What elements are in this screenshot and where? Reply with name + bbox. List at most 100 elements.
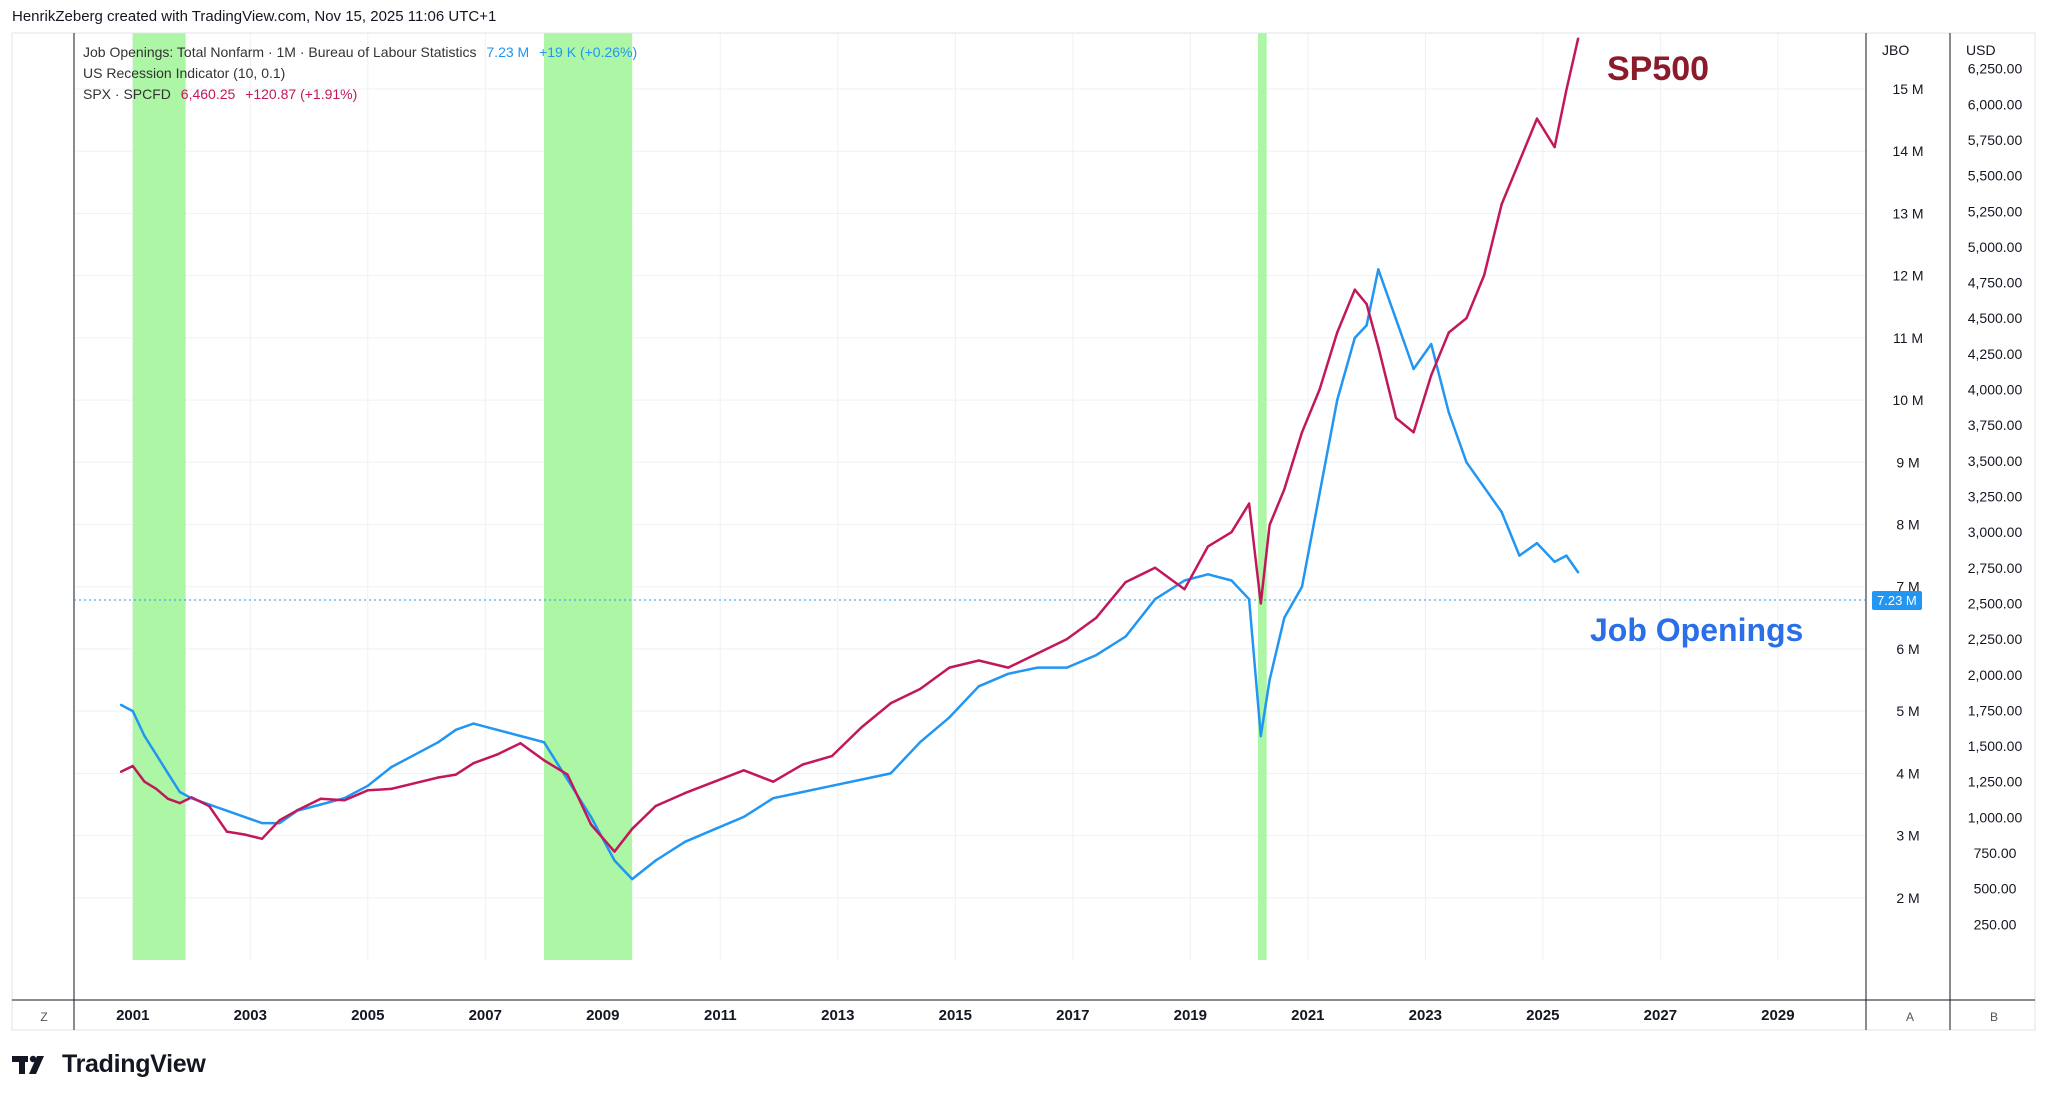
jbo-tick-label: 2 M — [1896, 890, 1919, 906]
job-openings-point — [1268, 678, 1271, 682]
job-openings-point — [1259, 734, 1263, 738]
spx-point — [1553, 145, 1556, 149]
usd-tick-label: 5,750.00 — [1968, 132, 2023, 148]
spx-point — [771, 780, 775, 783]
spx-point — [830, 754, 834, 758]
job-openings-point — [1447, 411, 1451, 414]
job-openings-point — [1500, 510, 1503, 514]
jbo-tick-label: 11 M — [1893, 330, 1923, 346]
timezone-button[interactable]: Z — [40, 1010, 48, 1024]
job-openings-point — [1153, 597, 1157, 601]
job-openings-point — [278, 821, 281, 825]
x-tick-label: 2019 — [1174, 1007, 1207, 1024]
spx-point — [1036, 652, 1039, 655]
jbo-tick-label: 10 M — [1892, 392, 1923, 408]
job-openings-point — [1565, 554, 1568, 557]
spx-point — [178, 801, 181, 805]
jbo-tick-label: 15 M — [1892, 81, 1923, 97]
job-openings-point — [1482, 485, 1486, 489]
jbo-tick-label: 12 M — [1892, 268, 1923, 284]
x-tick-label: 2001 — [116, 1007, 149, 1024]
job-openings-point — [1394, 317, 1398, 321]
spx-point — [613, 850, 616, 853]
spx-point — [860, 726, 863, 729]
spx-point — [1336, 331, 1339, 334]
usd-tick-label: 1,750.00 — [1968, 702, 2023, 718]
spx-point — [155, 787, 158, 791]
spx-point — [1535, 117, 1539, 120]
job-openings-point — [1465, 461, 1468, 464]
legend-spx-change: +120.87 (+1.91%) — [245, 86, 358, 102]
spx-point — [1447, 331, 1451, 334]
spx-point — [343, 799, 346, 802]
legend-row-jbo[interactable]: Job Openings: Total Nonfarm · 1M · Burea… — [83, 42, 643, 63]
jbo-scale-title: JBO — [1882, 42, 1910, 58]
job-openings-point — [1036, 666, 1039, 669]
spx-point — [742, 769, 745, 772]
brand-logo[interactable]: TradingView — [12, 1050, 206, 1079]
job-openings-point — [613, 859, 616, 862]
spx-point — [1565, 88, 1568, 92]
x-axis-ticks: 2001 2003 2005 2007 2009 2011 2013 2015 2017 2019… — [116, 1007, 1794, 1024]
usd-tick-label: 2,500.00 — [1968, 595, 2023, 611]
spx-point — [1230, 530, 1233, 534]
spx-point — [1465, 317, 1468, 320]
x-tick-label: 2009 — [586, 1007, 619, 1024]
spx-point — [413, 781, 416, 785]
jbo-tick-label: 8 M — [1896, 516, 1919, 532]
x-tick-label: 2005 — [351, 1007, 384, 1024]
spx-point — [131, 764, 134, 768]
job-openings-point — [713, 828, 716, 831]
job-openings-point — [948, 716, 951, 719]
job-openings-point — [1518, 554, 1521, 557]
x-tick-label: 2029 — [1761, 1007, 1794, 1024]
last-value-tag: 7.23 M — [1872, 591, 1922, 610]
recession-band — [132, 33, 186, 960]
spx-point — [190, 796, 193, 799]
job-openings-point — [889, 772, 892, 775]
spx-point — [390, 787, 393, 791]
job-openings-point — [166, 772, 170, 775]
usd-scale-title: USD — [1966, 42, 1996, 58]
job-openings-point — [143, 734, 146, 738]
spx-point — [683, 791, 687, 795]
usd-tick-label: 2,750.00 — [1968, 560, 2023, 576]
usd-tick-label: 500.00 — [1974, 881, 2017, 897]
spx-point — [889, 702, 892, 705]
job-openings-point — [260, 821, 264, 825]
series-points — [119, 37, 1580, 881]
spx-point — [918, 687, 922, 691]
brand-name: TradingView — [62, 1050, 206, 1078]
legend-row-recession[interactable]: US Recession Indicator (10, 0.1) — [83, 63, 643, 84]
usd-tick-label: 4,000.00 — [1968, 382, 2023, 398]
legend-row-spx[interactable]: SPX · SPCFD 6,460.25 +120.87 (+1.91%) — [83, 84, 643, 105]
usd-tick-label: 5,500.00 — [1968, 168, 2023, 184]
spx-point — [143, 780, 146, 783]
usd-tick-label: 5,250.00 — [1968, 203, 2023, 219]
job-openings-point — [472, 722, 475, 725]
spx-point — [1153, 566, 1157, 570]
job-openings-point — [630, 877, 634, 881]
job-openings-point — [495, 728, 499, 732]
chart-frame — [11, 32, 2036, 1031]
scale-options-button[interactable]: B — [1989, 1010, 1998, 1024]
usd-tick-label: 3,750.00 — [1968, 417, 2023, 433]
spx-point — [1377, 345, 1380, 348]
job-openings-point — [343, 797, 346, 800]
jbo-tick-label: 3 M — [1896, 828, 1919, 844]
spx-point — [801, 763, 804, 766]
spx-point — [472, 761, 475, 765]
job-openings-point — [860, 778, 863, 781]
spx-point — [1183, 588, 1186, 591]
job-openings-point — [1006, 672, 1010, 676]
x-tick-label: 2021 — [1291, 1007, 1324, 1024]
jbo-tick-label: 7 M — [1896, 579, 1919, 595]
spx-point — [1095, 616, 1098, 619]
spx-point — [1259, 602, 1263, 605]
job-openings-point — [1576, 571, 1580, 574]
job-openings-point — [1412, 367, 1415, 371]
auto-scale-button[interactable]: A — [1905, 1010, 1914, 1024]
job-openings-point — [654, 859, 657, 862]
job-openings-point — [1353, 336, 1357, 340]
